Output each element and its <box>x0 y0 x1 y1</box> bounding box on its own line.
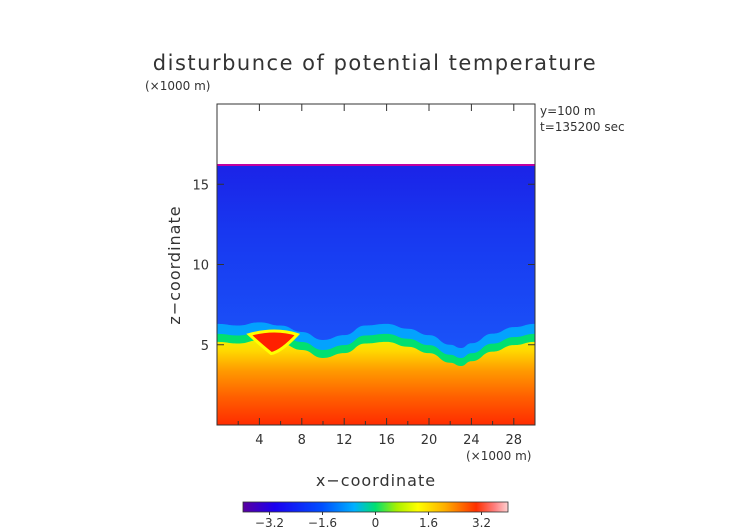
colorbar-tick-label: 3.2 <box>472 516 491 530</box>
x-axis-label: x−coordinate <box>316 471 436 490</box>
warm-anomaly <box>246 329 301 356</box>
x-tick-label: 16 <box>378 433 395 448</box>
x-tick-label: 4 <box>255 433 263 448</box>
colorbar-tick-label: −3.2 <box>255 516 284 530</box>
info-line-y: y=100 m <box>540 104 596 118</box>
colorbar <box>242 501 509 513</box>
plot-field <box>217 104 535 425</box>
x-tick-label: 12 <box>336 433 353 448</box>
x-axis: 4 8 12 16 20 24 28 <box>237 104 523 448</box>
y-tick-label: 10 <box>192 259 209 274</box>
colorbar-tick-label: 1.6 <box>419 516 438 530</box>
empty-upper-region <box>217 104 535 165</box>
y-tick-label: 15 <box>192 178 209 193</box>
x-tick-label: 20 <box>421 433 438 448</box>
y-axis-label: z−coordinate <box>165 205 184 324</box>
info-line-t: t=135200 sec <box>540 120 625 134</box>
colorbar-tick-label: −1.6 <box>308 516 337 530</box>
x-unit-note: (×1000 m) <box>466 449 531 463</box>
colorbar-tick-label: 0 <box>372 516 380 530</box>
x-tick-label: 28 <box>506 433 523 448</box>
x-tick-label: 24 <box>463 433 480 448</box>
chart-title: disturbunce of potential temperature <box>153 51 597 75</box>
warm-region <box>217 340 535 425</box>
colorbar-ticks: −3.2 −1.6 0 1.6 3.2 <box>255 512 491 530</box>
y-tick-label: 5 <box>201 339 209 354</box>
x-tick-label: 8 <box>298 433 306 448</box>
y-axis: 5 10 15 <box>192 178 535 354</box>
unit-note: (×1000 m) <box>145 79 210 93</box>
